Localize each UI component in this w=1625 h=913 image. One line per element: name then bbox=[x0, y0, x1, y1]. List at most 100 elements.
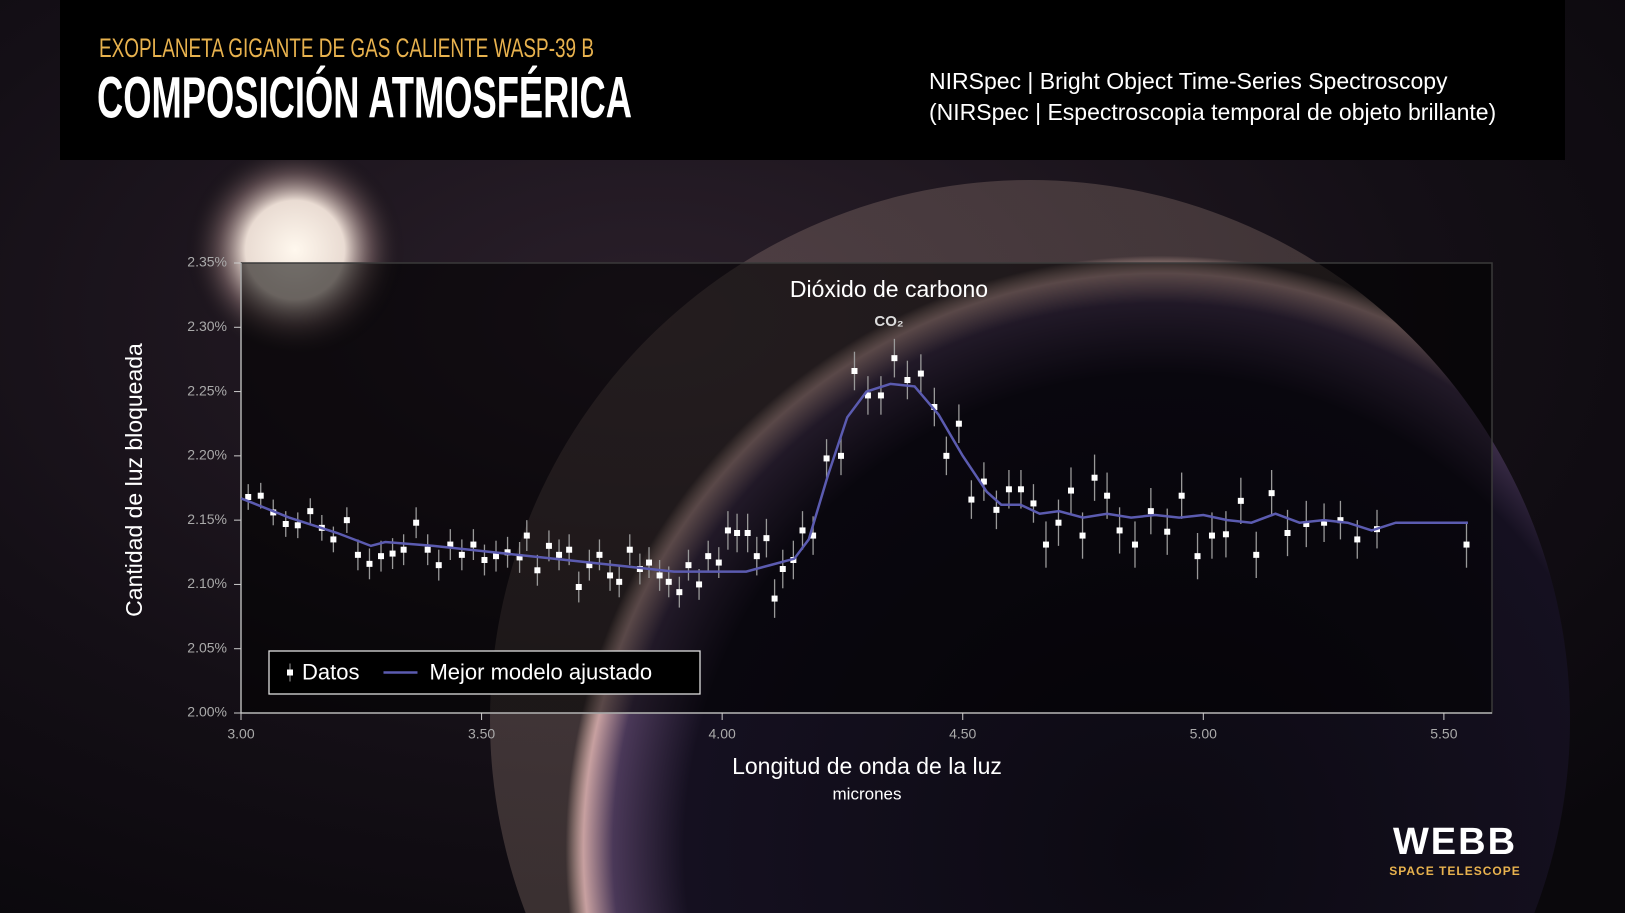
data-point bbox=[1178, 492, 1185, 499]
data-point bbox=[779, 566, 786, 572]
y-tick-label: 2.00% bbox=[187, 704, 227, 720]
data-point bbox=[763, 535, 770, 542]
data-point bbox=[851, 368, 858, 374]
data-point bbox=[523, 532, 530, 539]
data-point bbox=[596, 551, 603, 558]
data-point bbox=[1104, 492, 1111, 499]
data-point bbox=[626, 546, 633, 553]
legend-box bbox=[268, 650, 701, 695]
data-point bbox=[586, 562, 593, 569]
data-point bbox=[1116, 527, 1123, 534]
y-tick-label: 2.05% bbox=[187, 639, 227, 655]
data-point bbox=[993, 506, 1000, 513]
data-point bbox=[534, 567, 541, 574]
y-tick-label: 2.20% bbox=[187, 447, 227, 463]
data-point bbox=[616, 578, 623, 585]
x-tick-label: 5.00 bbox=[1190, 726, 1217, 742]
data-point bbox=[545, 542, 552, 549]
data-point bbox=[1164, 528, 1171, 535]
data-point bbox=[665, 578, 672, 585]
data-point bbox=[1337, 517, 1344, 524]
data-point bbox=[1208, 532, 1215, 539]
data-point bbox=[1079, 532, 1086, 539]
header-title: COMPOSICIÓN ATMOSFÉRICA bbox=[97, 65, 632, 130]
data-point bbox=[1042, 541, 1049, 548]
y-axis-label: Cantidad de luz bloqueada bbox=[121, 343, 147, 617]
data-point bbox=[366, 560, 373, 567]
data-point bbox=[1237, 497, 1244, 504]
data-point bbox=[343, 517, 350, 524]
data-point bbox=[424, 546, 431, 553]
data-point bbox=[575, 584, 582, 590]
legend-label: Mejor modelo ajustado bbox=[429, 659, 652, 684]
data-point bbox=[980, 478, 987, 485]
data-point bbox=[354, 551, 361, 558]
model-line bbox=[240, 382, 1468, 573]
data-point bbox=[245, 494, 252, 500]
data-point bbox=[1147, 508, 1154, 515]
y-tick-label: 2.10% bbox=[187, 575, 227, 591]
data-point bbox=[1284, 530, 1291, 536]
data-point bbox=[1131, 541, 1138, 548]
annotation: CO₂ bbox=[874, 313, 903, 330]
data-point bbox=[771, 595, 778, 602]
data-point bbox=[470, 541, 477, 548]
data-point bbox=[400, 546, 407, 553]
data-point bbox=[943, 452, 950, 459]
plot-area bbox=[240, 262, 1493, 714]
data-point bbox=[1055, 519, 1062, 526]
header-bar bbox=[60, 0, 1565, 160]
logo-tagline: SPACE TELESCOPE bbox=[1389, 864, 1520, 878]
annotation: Dióxido de carbono bbox=[790, 276, 988, 302]
data-point bbox=[968, 496, 975, 503]
data-point bbox=[955, 420, 962, 427]
data-point bbox=[685, 562, 692, 569]
data-point bbox=[646, 559, 653, 566]
data-point bbox=[389, 550, 396, 557]
data-point bbox=[607, 572, 614, 579]
data-point bbox=[1091, 474, 1098, 481]
data-point bbox=[566, 546, 573, 553]
data-point bbox=[1303, 521, 1310, 527]
data-point bbox=[799, 527, 806, 534]
instrument-line: NIRSpec | Bright Object Time-Series Spec… bbox=[929, 68, 1448, 94]
data-point bbox=[1194, 553, 1201, 560]
y-tick-label: 2.15% bbox=[187, 511, 227, 527]
header-subtitle: EXOPLANETA GIGANTE DE GAS CALIENTE WASP-… bbox=[99, 33, 594, 63]
data-point bbox=[516, 554, 523, 561]
data-point bbox=[1321, 519, 1328, 526]
legend-label: Datos bbox=[302, 659, 359, 684]
data-point bbox=[447, 541, 454, 548]
x-axis-label: Longitud de onda de la luz bbox=[732, 753, 1002, 779]
data-point bbox=[493, 553, 500, 560]
y-tick-label: 2.25% bbox=[187, 382, 227, 398]
data-point bbox=[378, 553, 385, 560]
data-point bbox=[810, 532, 817, 539]
data-point bbox=[330, 536, 337, 543]
data-point bbox=[705, 553, 712, 560]
data-point bbox=[891, 355, 898, 362]
data-point bbox=[1222, 531, 1229, 538]
data-point bbox=[753, 553, 760, 560]
data-point bbox=[823, 455, 830, 462]
data-point bbox=[504, 549, 511, 556]
x-tick-label: 4.50 bbox=[949, 726, 976, 742]
data-point bbox=[877, 392, 884, 399]
data-point bbox=[696, 581, 703, 588]
y-tick-label: 2.35% bbox=[187, 254, 227, 270]
data-point bbox=[715, 559, 722, 566]
data-point bbox=[257, 492, 264, 499]
data-point bbox=[904, 377, 911, 383]
x-tick-label: 3.50 bbox=[468, 726, 495, 742]
data-point bbox=[294, 522, 301, 529]
data-point bbox=[307, 508, 314, 515]
logo-name: WEBB bbox=[1393, 821, 1517, 863]
data-point bbox=[1017, 486, 1024, 493]
data-point bbox=[1030, 500, 1037, 507]
data-point bbox=[744, 530, 751, 536]
data-point bbox=[1253, 551, 1260, 558]
data-point bbox=[481, 557, 488, 563]
data-point bbox=[676, 589, 683, 596]
x-axis-unit: micrones bbox=[833, 784, 902, 803]
